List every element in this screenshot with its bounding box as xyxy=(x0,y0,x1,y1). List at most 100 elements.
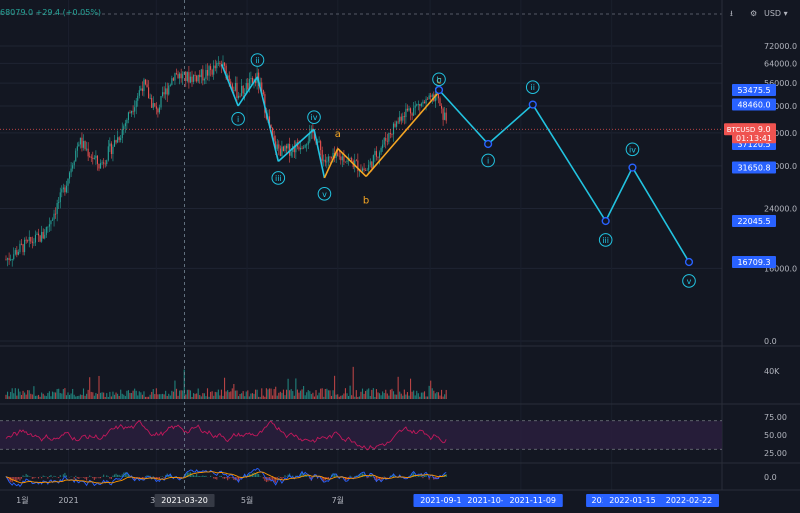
candle-body xyxy=(239,95,241,97)
candle-body xyxy=(165,88,167,95)
macd-histogram-bar xyxy=(371,475,373,477)
candle-body xyxy=(59,192,61,203)
price-badge[interactable] xyxy=(732,98,776,111)
projection-point[interactable] xyxy=(684,257,694,267)
candle-body xyxy=(73,161,75,166)
macd-histogram-bar xyxy=(338,477,340,479)
volume-bar xyxy=(374,396,376,399)
macd-histogram-bar xyxy=(233,477,235,480)
candle-body xyxy=(126,119,128,124)
candle-body xyxy=(103,162,105,164)
time-axis[interactable]: 1월20213월5월7월2021-03-202021-09-102021-10-… xyxy=(16,494,719,507)
macd-histogram-bar xyxy=(205,475,207,477)
date-badge[interactable] xyxy=(154,494,215,507)
candle-body xyxy=(72,165,74,169)
date-badge[interactable] xyxy=(413,494,474,507)
volume-bar xyxy=(8,396,10,399)
candle-body xyxy=(155,106,157,109)
candle-body xyxy=(358,170,360,172)
volume-bar xyxy=(352,366,354,399)
volume-bar xyxy=(315,390,317,399)
date-badge[interactable] xyxy=(602,494,663,507)
price-badge[interactable] xyxy=(732,161,776,174)
candle-body xyxy=(419,104,421,106)
candle-body xyxy=(275,141,277,150)
volume-bar xyxy=(194,393,196,399)
projection-point[interactable] xyxy=(528,100,537,109)
price-badge[interactable] xyxy=(732,84,776,96)
volume-bar xyxy=(332,390,334,399)
date-badge[interactable] xyxy=(502,494,563,507)
candle-body xyxy=(24,239,26,253)
currency-select[interactable]: USD ▾ xyxy=(764,9,788,18)
candle-body xyxy=(282,146,284,152)
volume-bar xyxy=(81,394,83,399)
volume-bar xyxy=(93,395,95,399)
macd-histogram-bar xyxy=(47,477,49,479)
volume-bar xyxy=(113,394,116,399)
volume-bar xyxy=(434,393,436,399)
volume-bar xyxy=(220,389,222,399)
elliott-projection[interactable] xyxy=(434,85,694,267)
date-badge[interactable] xyxy=(460,494,516,507)
volume-bar xyxy=(106,393,108,399)
candle-body xyxy=(171,78,173,85)
candle-body xyxy=(148,87,150,99)
projection-point[interactable] xyxy=(628,163,637,172)
macd-histogram-bar xyxy=(120,475,122,477)
symbol-tag[interactable] xyxy=(724,123,758,136)
wave-label-circle xyxy=(682,274,696,288)
candle-body xyxy=(110,143,112,155)
candle-body xyxy=(245,83,247,93)
macd-histogram-bar xyxy=(389,475,391,477)
date-badge-label: 2022-01-15 xyxy=(609,496,656,505)
volume-bar xyxy=(416,390,418,399)
macd-histogram-bar xyxy=(158,477,160,480)
candle-body xyxy=(86,148,88,150)
price-badge-label: 16709.3 xyxy=(737,258,770,267)
macd-histogram-bar xyxy=(98,477,100,479)
volume-bar xyxy=(327,390,329,399)
volume-bar xyxy=(162,393,164,399)
price-badge[interactable] xyxy=(732,256,776,268)
macd-histogram-bar xyxy=(19,477,21,481)
candle-body xyxy=(89,156,91,158)
settings-button[interactable]: ⚙ xyxy=(750,8,757,20)
candle-body xyxy=(349,157,351,159)
candle-body xyxy=(338,155,340,157)
candle-body xyxy=(234,82,236,91)
candle-body xyxy=(247,83,249,90)
macd-histogram-bar xyxy=(213,477,215,479)
price-badge[interactable] xyxy=(732,215,776,228)
macd-histogram-bar xyxy=(31,477,33,479)
volume-bar xyxy=(203,393,205,399)
volume-bar xyxy=(67,392,69,399)
candle-body xyxy=(377,156,379,158)
down-arrow-icon[interactable]: ⭳ xyxy=(730,9,733,18)
volume-bar xyxy=(160,394,162,399)
candle-body xyxy=(397,121,399,123)
candle-body xyxy=(135,100,137,108)
projection-point[interactable] xyxy=(484,139,493,149)
date-badge[interactable] xyxy=(659,494,719,507)
macd-histogram-bar xyxy=(180,477,182,478)
candle-body xyxy=(385,137,387,141)
projection-point[interactable] xyxy=(434,85,444,95)
volume-bar xyxy=(41,392,43,399)
candle-body xyxy=(100,163,102,169)
candle-body xyxy=(386,140,388,142)
price-candles[interactable] xyxy=(5,55,447,267)
price-axis[interactable]: 72000.0 64000.0 56000.0 48000.0 40000.0 32000… xyxy=(724,42,797,482)
volume-bar xyxy=(31,394,33,399)
volume-bar xyxy=(430,380,432,399)
projection-point[interactable] xyxy=(601,216,610,226)
macd-histogram-bar xyxy=(273,477,275,483)
date-badge-label: 2021-10-1 xyxy=(467,496,508,505)
volume-bar xyxy=(58,388,60,399)
macd-histogram-bar xyxy=(87,477,89,478)
candle-body xyxy=(225,65,227,78)
volume-bar xyxy=(428,385,430,399)
macd-histogram-bar xyxy=(151,477,153,478)
countdown-label: 01:13:41 xyxy=(736,134,772,143)
